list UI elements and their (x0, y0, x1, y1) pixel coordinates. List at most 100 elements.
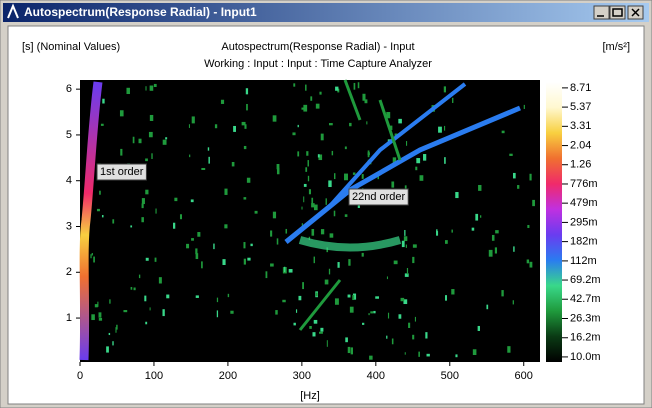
noise-speck (312, 332, 316, 337)
noise-speck (195, 248, 198, 255)
noise-speck (513, 246, 515, 252)
noise-speck (438, 126, 442, 133)
noise-speck (526, 259, 530, 264)
colorbar-tick-label: 2.04 (570, 139, 591, 151)
noise-speck (391, 181, 395, 188)
noise-speck (386, 276, 388, 280)
noise-speck (108, 332, 111, 336)
noise-speck (344, 173, 348, 181)
noise-speck (126, 87, 130, 95)
noise-speck (328, 123, 333, 126)
button-glyphs (597, 8, 640, 17)
noise-speck (148, 131, 153, 138)
noise-speck (419, 175, 424, 181)
noise-speck (333, 210, 336, 217)
noise-speck (319, 91, 322, 95)
noise-speck (352, 295, 355, 301)
noise-speck (297, 124, 299, 128)
noise-speck (501, 290, 504, 297)
noise-speck (288, 269, 293, 273)
noise-speck (406, 141, 408, 146)
colorbar-tick-label: 295m (570, 216, 598, 228)
noise-speck (272, 115, 277, 122)
y-tick-label: 1 (66, 312, 72, 324)
noise-speck (404, 352, 406, 355)
noise-speck (214, 124, 218, 129)
noise-speck (130, 225, 133, 228)
noise-speck (331, 150, 334, 156)
noise-speck (367, 152, 370, 156)
noise-speck (403, 236, 408, 242)
noise-speck (292, 132, 296, 136)
noise-speck (165, 137, 168, 140)
noise-speck (369, 355, 373, 360)
noise-speck (529, 261, 533, 268)
order-trace (328, 82, 467, 208)
noise-speck (408, 322, 411, 328)
noise-speck (179, 214, 183, 220)
noise-speck (311, 228, 315, 236)
noise-speck (91, 253, 93, 256)
window-buttons[interactable] (593, 5, 644, 20)
noise-speck (201, 167, 206, 170)
noise-speck (512, 300, 514, 305)
noise-speck (101, 215, 104, 218)
minimize-button[interactable] (593, 5, 610, 20)
noise-speck (191, 238, 194, 241)
noise-speck (145, 86, 147, 91)
resonance-band (298, 236, 402, 252)
noise-speck (303, 183, 307, 187)
noise-speck (472, 349, 477, 356)
noise-speck (162, 309, 165, 317)
colorbar-tick-label: 16.2m (570, 332, 601, 344)
noise-speck (313, 319, 318, 324)
noise-speck (471, 227, 475, 231)
colorbar-tick-label: 42.7m (570, 293, 601, 305)
noise-speck (445, 295, 447, 301)
x-tick-label: 200 (219, 370, 237, 382)
noise-speck (295, 309, 298, 313)
noise-speck (90, 254, 92, 259)
noise-speck (284, 266, 286, 273)
noise-speck (350, 347, 354, 355)
noise-speck (195, 295, 199, 298)
noise-speck (245, 88, 249, 95)
noise-speck (345, 337, 348, 343)
noise-speck (405, 244, 407, 248)
colorbar-tick-label: 69.2m (570, 274, 601, 286)
noise-speck (244, 124, 247, 129)
noise-speck (403, 299, 408, 305)
noise-speck (241, 121, 246, 126)
noise-speck (488, 249, 493, 257)
y-tick-label: 2 (66, 266, 72, 278)
noise-speck (308, 189, 311, 195)
spectral-noise (90, 82, 535, 360)
noise-speck (495, 230, 499, 234)
noise-speck (293, 322, 296, 326)
noise-speck (320, 229, 325, 235)
x-tick-label: 400 (367, 370, 385, 382)
noise-speck (315, 292, 318, 297)
noise-speck (298, 295, 302, 301)
noise-speck (357, 82, 360, 89)
noise-speck (400, 297, 405, 302)
noise-speck (373, 310, 376, 314)
noise-speck (301, 206, 303, 210)
noise-speck (112, 219, 115, 224)
x-tick-label: 100 (145, 370, 163, 382)
noise-speck (276, 164, 280, 170)
noise-speck (347, 346, 351, 354)
noise-speck (362, 93, 366, 101)
order-trace (298, 79, 402, 331)
noise-speck (144, 295, 147, 302)
noise-speck (94, 304, 98, 308)
noise-speck (265, 271, 268, 279)
noise-speck (155, 208, 157, 214)
first-order-trace (79, 81, 103, 361)
noise-speck (145, 158, 148, 162)
noise-speck (529, 173, 532, 181)
noise-speck (270, 230, 273, 237)
noise-speck (98, 312, 102, 318)
noise-speck (282, 299, 286, 303)
noise-speck (297, 151, 300, 157)
